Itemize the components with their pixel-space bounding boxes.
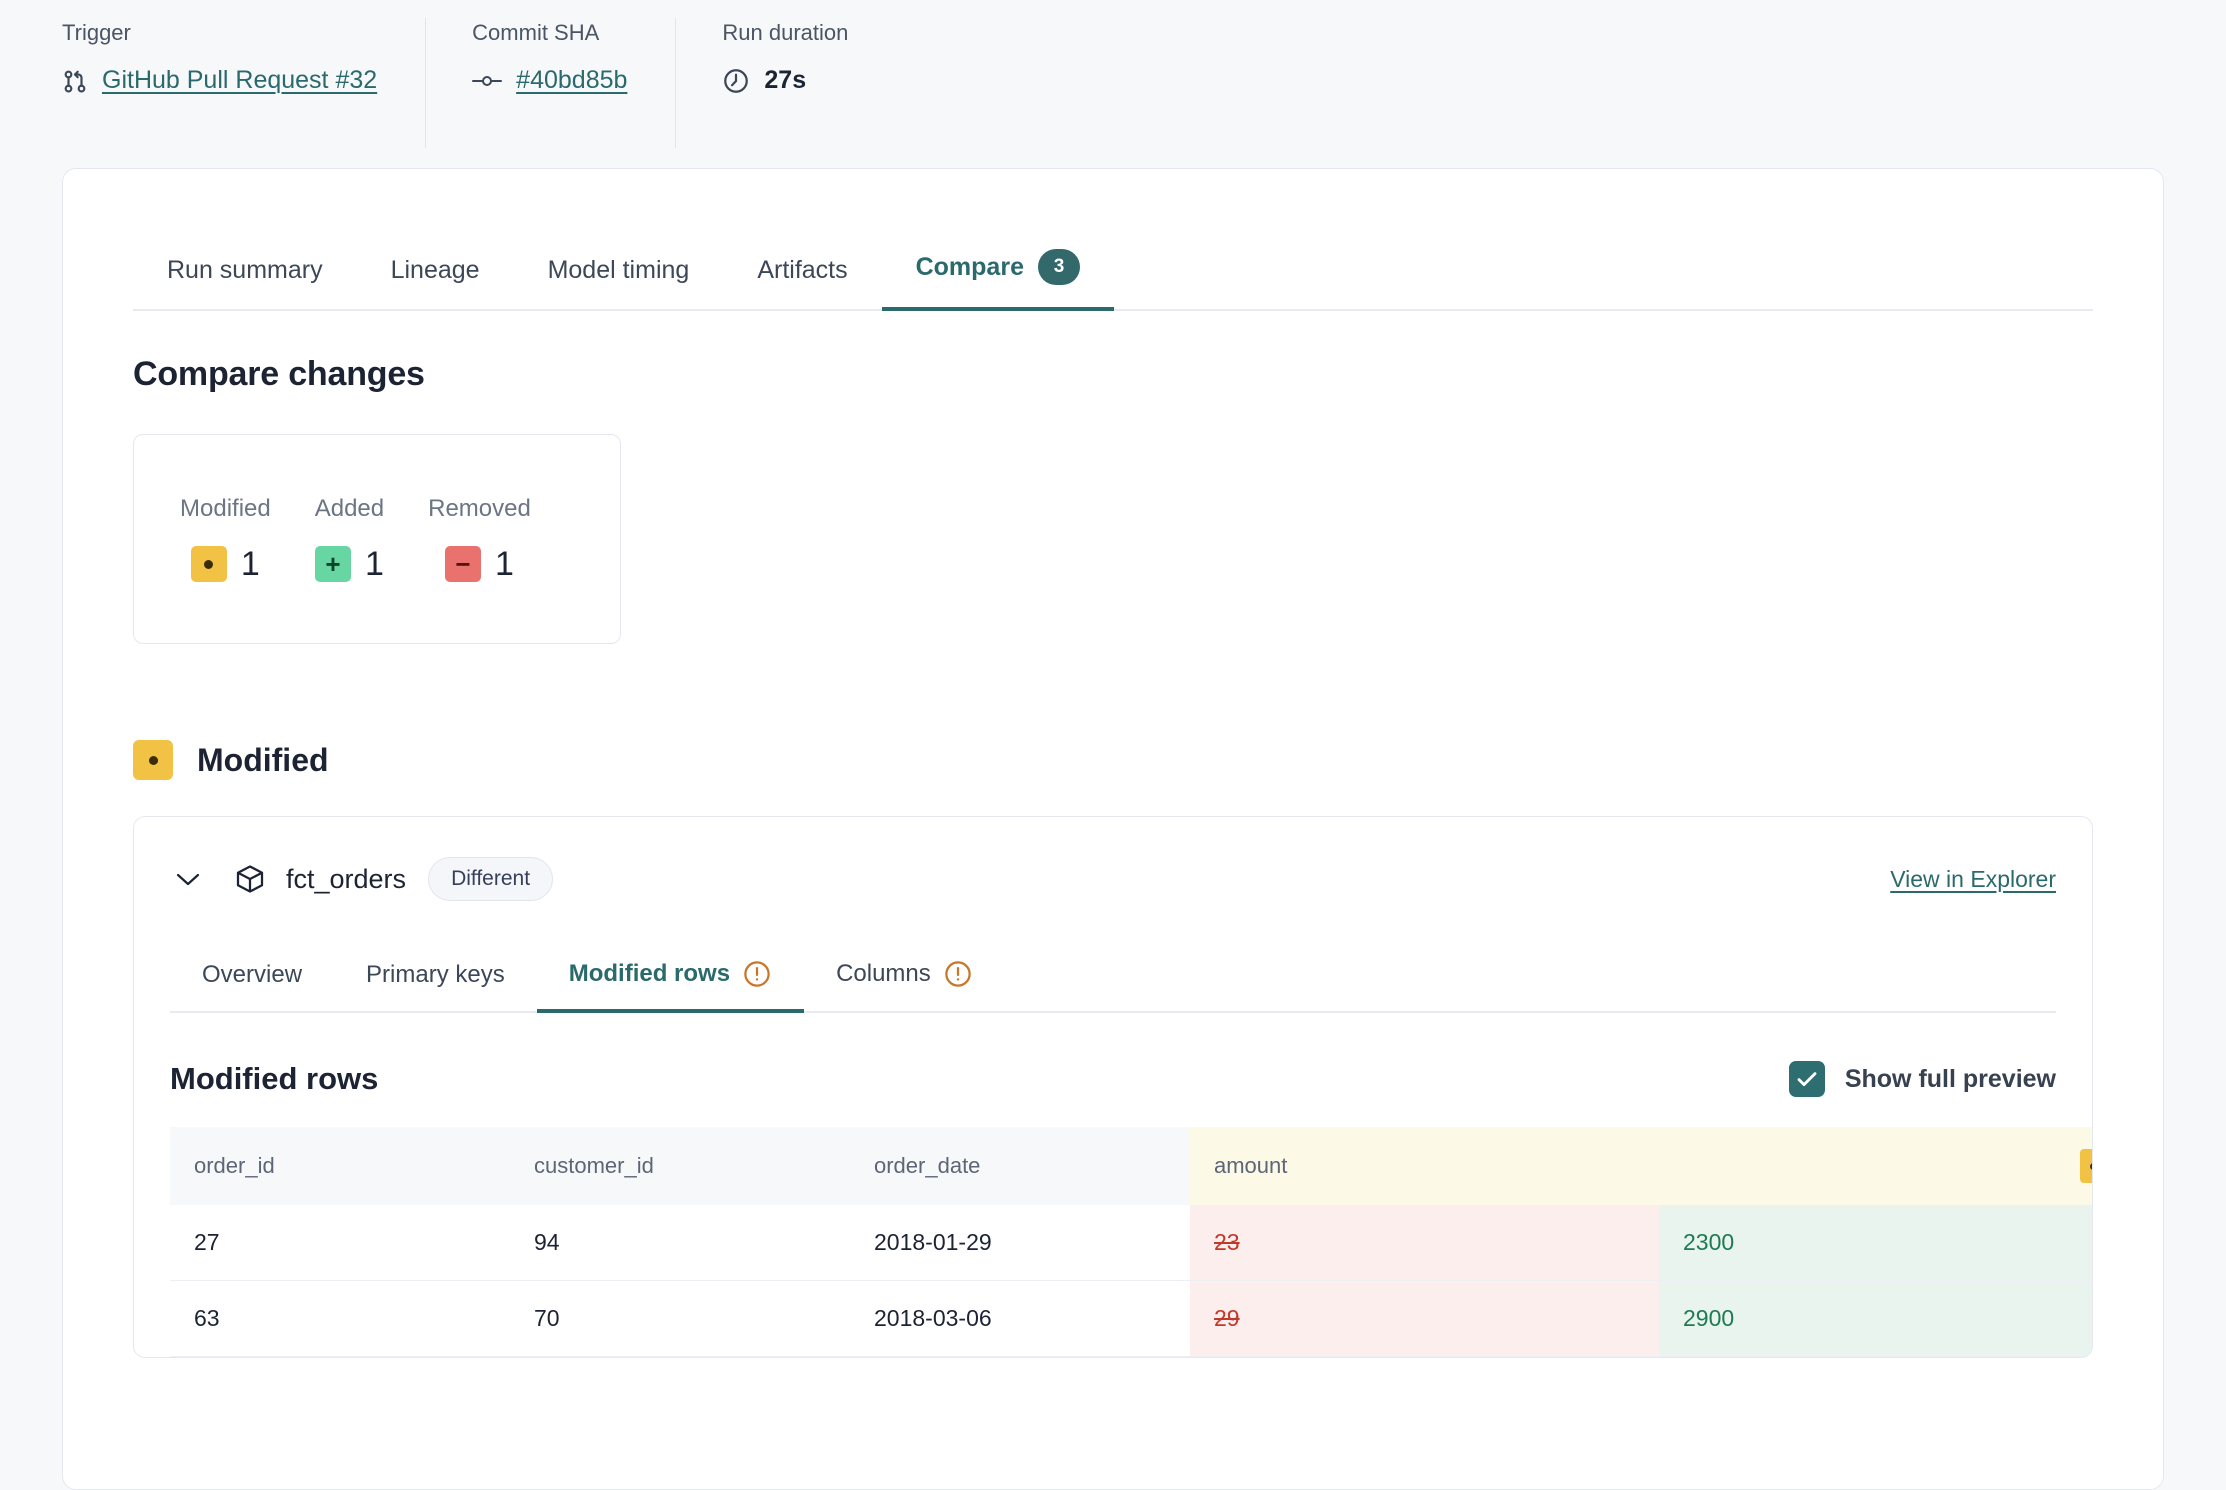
tab-overview[interactable]: Overview bbox=[170, 961, 334, 1011]
trigger-link[interactable]: GitHub Pull Request #32 bbox=[102, 66, 378, 94]
alert-circle-icon bbox=[943, 959, 973, 989]
column-header-customer-id[interactable]: customer_id bbox=[510, 1127, 850, 1205]
tab-label: Columns bbox=[836, 960, 931, 987]
cell-order-id: 27 bbox=[170, 1205, 510, 1281]
removed-minus-icon: − bbox=[445, 546, 482, 582]
tab-primary-keys[interactable]: Primary keys bbox=[334, 961, 537, 1011]
tab-artifacts[interactable]: Artifacts bbox=[723, 256, 881, 309]
duration-value: 27s bbox=[764, 66, 807, 94]
show-full-preview-toggle[interactable]: Show full preview bbox=[1788, 1061, 2056, 1097]
cell-amount-old: 29 bbox=[1190, 1280, 1659, 1357]
chevron-down-icon[interactable] bbox=[168, 871, 208, 887]
cube-icon bbox=[234, 862, 266, 896]
tab-lineage[interactable]: Lineage bbox=[357, 256, 514, 309]
tab-label: Compare bbox=[915, 252, 1024, 281]
view-in-explorer-link[interactable]: View in Explorer bbox=[1890, 865, 2056, 892]
modified-heading-label: Modified bbox=[197, 741, 329, 778]
tab-label: Lineage bbox=[390, 256, 480, 284]
clock-icon bbox=[722, 67, 750, 95]
modified-rows-table: order_id customer_id order_date amount 2… bbox=[170, 1127, 2092, 1357]
model-card-header: fct_orders Different View in Explorer bbox=[134, 817, 2092, 931]
tab-compare-badge: 3 bbox=[1037, 249, 1080, 285]
checkbox-checked-icon[interactable] bbox=[1788, 1061, 1825, 1097]
modified-section-heading: Modified bbox=[133, 740, 2093, 780]
model-name: fct_orders bbox=[286, 863, 407, 894]
meta-commit-label: Commit SHA bbox=[472, 20, 600, 45]
tab-label: Artifacts bbox=[757, 256, 848, 284]
cell-order-date: 2018-01-29 bbox=[850, 1205, 1190, 1281]
cell-customer-id: 70 bbox=[510, 1280, 850, 1357]
tab-label: Primary keys bbox=[366, 961, 505, 988]
tab-run-summary[interactable]: Run summary bbox=[133, 256, 357, 309]
cell-amount-new: 2300 bbox=[1659, 1205, 2092, 1281]
cell-amount-old: 23 bbox=[1190, 1205, 1659, 1281]
table-row: 63 70 2018-03-06 29 2900 bbox=[170, 1280, 2092, 1357]
summary-modified-label: Modified bbox=[180, 494, 271, 522]
modified-rows-header: Modified rows Show full preview bbox=[134, 1013, 2092, 1127]
summary-removed: Removed − 1 bbox=[406, 495, 553, 584]
added-plus-icon: + bbox=[314, 546, 351, 582]
meta-commit: Commit SHA #40bd85b bbox=[472, 18, 677, 148]
run-tabs: Run summary Lineage Model timing Artifac… bbox=[133, 249, 2093, 311]
summary-added-count: 1 bbox=[364, 544, 384, 583]
tab-label: Modified rows bbox=[568, 960, 731, 987]
column-header-amount[interactable]: amount bbox=[1190, 1127, 2092, 1205]
summary-added: Added + 1 bbox=[293, 495, 406, 584]
cell-amount-new: 2900 bbox=[1659, 1280, 2092, 1357]
column-header-amount-label: amount bbox=[1214, 1153, 1288, 1178]
page-title: Compare changes bbox=[133, 355, 425, 393]
table-header-row: order_id customer_id order_date amount bbox=[170, 1127, 2092, 1205]
modified-chip-icon bbox=[2080, 1149, 2092, 1183]
tab-compare[interactable]: Compare 3 bbox=[881, 249, 1115, 311]
tab-label: Model timing bbox=[547, 256, 690, 284]
tab-label: Run summary bbox=[167, 256, 323, 284]
meta-duration: Run duration 27s bbox=[722, 18, 896, 148]
column-header-order-date[interactable]: order_date bbox=[850, 1127, 1190, 1205]
model-card-fct-orders: fct_orders Different View in Explorer Ov… bbox=[133, 816, 2093, 1358]
commit-sha-link[interactable]: #40bd85b bbox=[516, 66, 628, 94]
git-commit-icon bbox=[472, 69, 503, 93]
table-row: 27 94 2018-01-29 23 2300 bbox=[170, 1205, 2092, 1281]
tab-model-timing[interactable]: Model timing bbox=[514, 256, 724, 309]
run-detail-card: Run summary Lineage Model timing Artifac… bbox=[62, 168, 2164, 1490]
meta-trigger: Trigger GitHub Pull Request #32 bbox=[62, 18, 427, 148]
modified-rows-title: Modified rows bbox=[170, 1061, 379, 1096]
cell-order-date: 2018-03-06 bbox=[850, 1280, 1190, 1357]
summary-modified-count: 1 bbox=[240, 544, 260, 583]
show-full-preview-label: Show full preview bbox=[1844, 1064, 2056, 1093]
alert-circle-icon bbox=[742, 959, 772, 989]
modified-chip-icon bbox=[133, 740, 173, 780]
tab-label: Overview bbox=[202, 961, 303, 988]
model-detail-tabs: Overview Primary keys Modified rows bbox=[170, 959, 2056, 1013]
summary-removed-count: 1 bbox=[495, 544, 514, 583]
run-meta-bar: Trigger GitHub Pull Request #32 Commit S… bbox=[0, 0, 2226, 148]
summary-added-label: Added bbox=[314, 494, 385, 522]
compare-summary-card: Modified 1 Added + 1 Removed − 1 bbox=[133, 434, 621, 644]
meta-duration-label: Run duration bbox=[722, 20, 849, 45]
meta-trigger-label: Trigger bbox=[62, 20, 131, 45]
modified-chip-icon bbox=[190, 546, 227, 582]
cell-order-id: 63 bbox=[170, 1280, 510, 1357]
tab-columns[interactable]: Columns bbox=[804, 959, 1005, 1011]
summary-removed-label: Removed bbox=[428, 494, 531, 522]
git-pull-request-icon bbox=[62, 67, 88, 95]
status-badge: Different bbox=[428, 857, 554, 901]
summary-modified: Modified 1 bbox=[158, 495, 293, 584]
column-header-order-id[interactable]: order_id bbox=[170, 1127, 510, 1205]
cell-customer-id: 94 bbox=[510, 1205, 850, 1281]
tab-modified-rows[interactable]: Modified rows bbox=[536, 959, 805, 1013]
